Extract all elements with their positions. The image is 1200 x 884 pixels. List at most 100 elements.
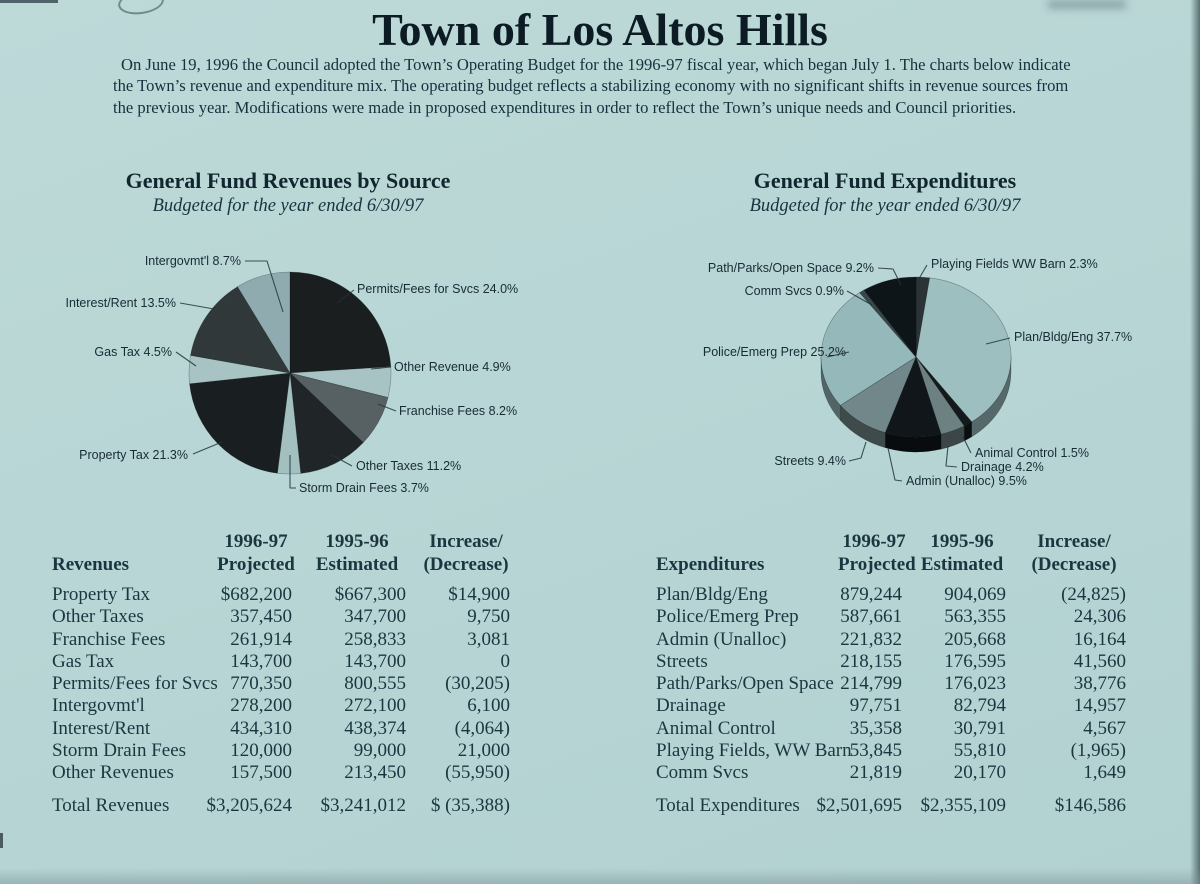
leader-line (179, 302, 215, 310)
table-cell-value: 9,750 (467, 606, 510, 628)
pie-slice-label: Drainage 4.2% (961, 460, 1044, 474)
table-cell-value: 35,358 (849, 717, 902, 739)
table-cell-value: 41,560 (1073, 650, 1126, 672)
leader-line (192, 441, 223, 455)
total-label: Total Revenues (52, 794, 170, 816)
table-row-label: Drainage (656, 695, 726, 717)
scan-smudge (1048, 0, 1126, 9)
column-header: Increase/(Decrease) (423, 531, 509, 575)
pie-slice-label: Franchise Fees 8.2% (399, 404, 517, 418)
table-cell-value: 176,595 (944, 650, 1006, 672)
table-row-label: Interest/Rent (52, 717, 151, 739)
pie-slice-label: Playing Fields WW Barn 2.3% (931, 257, 1098, 271)
pie-slice (289, 372, 364, 474)
table-row-label: Police/Emerg Prep (656, 606, 799, 628)
pie-slice-label: Streets 9.4% (774, 454, 846, 468)
table-cell-value: 904,069 (944, 584, 1006, 605)
table-cell-value: 800,555 (344, 673, 406, 695)
column-header: 1996-97 Projected (838, 531, 916, 575)
table-row-label: Gas Tax (52, 650, 115, 672)
total-value: $2,501,695 (816, 794, 903, 816)
leader-line (331, 454, 353, 467)
leader-line (245, 260, 284, 313)
table-row-label: Permits/Fees for Svcs (52, 673, 218, 695)
pie-slice (915, 356, 965, 435)
table-cell-value: 563,355 (944, 606, 1006, 628)
pie-slice-label: Comm Svcs 0.9% (745, 284, 844, 298)
expenditures-table: Expenditures 1996-97 Projected 1995-96 Estim… (656, 530, 1134, 817)
pie-slice (189, 372, 291, 474)
total-value: $146,586 (1054, 794, 1126, 816)
table-cell-value: (30,205) (445, 673, 510, 695)
table-row-label: Storm Drain Fees (52, 740, 187, 762)
leader-line (848, 441, 867, 462)
total-value: $3,241,012 (320, 794, 407, 816)
table-cell-value: 278,200 (230, 695, 292, 717)
pie-slice-label: Other Revenue 4.9% (394, 360, 511, 374)
column-header: 1995-96 Estimated (920, 531, 1004, 575)
table-cell-value: $667,300 (334, 584, 406, 605)
table-cell-value: 16,164 (1073, 628, 1126, 650)
total-value: $2,355,109 (920, 794, 1007, 816)
leader-line (175, 351, 197, 367)
pie-slice-label: Property Tax 21.3% (79, 448, 188, 462)
table-cell-value: 587,661 (840, 606, 902, 628)
leader-line (887, 447, 903, 482)
table-cell-value: 14,957 (1073, 695, 1126, 717)
total-value: $3,205,624 (206, 794, 293, 816)
table-cell-value: 24,306 (1073, 606, 1126, 628)
pie-slice (288, 372, 389, 444)
table-row-label: Intergovmt'l (52, 695, 145, 717)
table-cell-value: 218,155 (840, 650, 902, 672)
table-cell-value: 120,000 (230, 740, 292, 762)
table-row-label: Other Revenues (52, 762, 174, 784)
expenditures-chart-header: General Fund Expenditures Budgeted for t… (655, 169, 1115, 219)
scan-edge-right (1190, 0, 1200, 884)
column-header: Expenditures (656, 554, 765, 575)
expenditures-chart-subtitle: Budgeted for the year ended 6/30/97 (749, 196, 1021, 216)
table-cell-value: 1,649 (1083, 762, 1126, 784)
pie-slice-label: Interest/Rent 13.5% (66, 296, 176, 310)
pie-slice (289, 271, 392, 374)
leader-line (336, 289, 355, 304)
pie-slice-label: Storm Drain Fees 3.7% (299, 481, 429, 495)
table-cell-value: 143,700 (230, 650, 292, 672)
table-cell-value: 82,794 (953, 695, 1006, 717)
table-cell-value: 879,244 (840, 584, 902, 605)
table-cell-value: 55,810 (953, 740, 1006, 762)
pie-slice (237, 271, 291, 375)
column-header: Increase/(Decrease) (1031, 531, 1117, 575)
table-cell-value: $14,900 (448, 584, 510, 605)
table-cell-value: 6,100 (467, 695, 510, 717)
table-cell-value: 53,845 (849, 740, 902, 762)
pie-slice-label: Permits/Fees for Svcs 24.0% (357, 282, 518, 296)
table-cell-value: 258,833 (344, 628, 406, 650)
table-row-label: Comm Svcs (656, 762, 749, 784)
leader-line (916, 264, 928, 283)
table-cell-value: 770,350 (230, 673, 292, 695)
pie-slice-label: Other Taxes 11.2% (356, 459, 461, 473)
intro-paragraph: On June 19, 1996 the Council adopted the… (113, 55, 1071, 117)
table-row-label: Property Tax (52, 584, 151, 605)
table-cell-value: (4,064) (454, 717, 510, 739)
pie-slice (915, 356, 973, 427)
expenditures-chart-title: General Fund Expenditures (753, 168, 1017, 193)
table-cell-value: 205,668 (944, 628, 1006, 650)
pie-slice-label: Gas Tax 4.5% (94, 345, 172, 359)
pie-slice (277, 372, 302, 475)
table-cell-value: 438,374 (344, 717, 406, 739)
table-cell-value: 221,832 (840, 628, 902, 650)
table-cell-value: 4,567 (1083, 717, 1126, 739)
table-row-label: Path/Parks/Open Space (656, 673, 834, 695)
table-cell-value: 176,023 (944, 673, 1006, 695)
table-cell-value: 272,100 (344, 695, 406, 717)
table-cell-value: 214,799 (840, 673, 902, 695)
pie-slice (190, 286, 291, 374)
table-cell-value: 261,914 (230, 628, 292, 650)
total-label: Total Expenditures (656, 794, 800, 816)
table-cell-value: 0 (500, 650, 511, 672)
table-cell-value: 30,791 (953, 717, 1006, 739)
pie-slice (915, 276, 931, 358)
table-cell-value: 99,000 (353, 740, 406, 762)
